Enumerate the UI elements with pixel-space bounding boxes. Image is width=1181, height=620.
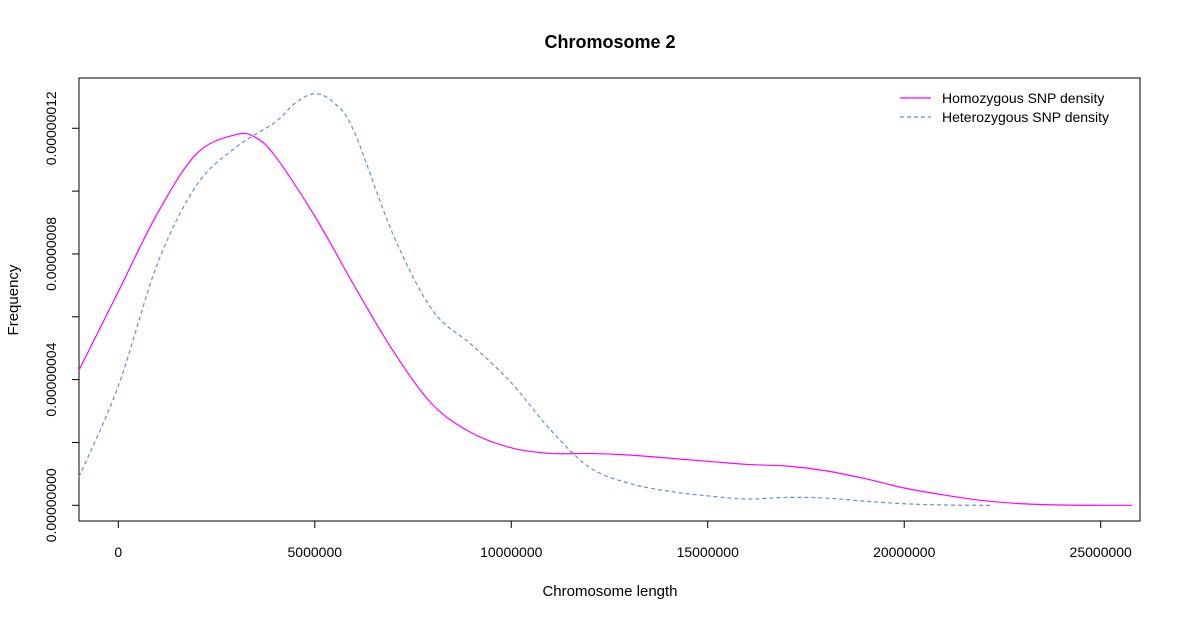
x-tick-label: 20000000	[873, 544, 936, 560]
legend: Homozygous SNP density Heterozygous SNP d…	[900, 90, 1109, 125]
series-layer	[78, 93, 1133, 506]
series-line-homozygous	[78, 132, 1133, 506]
series-line-heterozygous	[78, 93, 991, 506]
legend-label: Homozygous SNP density	[942, 90, 1104, 106]
y-tick-label: 0.00000008	[43, 217, 59, 291]
y-tick-label: 0.00000000	[43, 468, 59, 542]
x-tick-label: 0	[114, 544, 122, 560]
y-tick-label: 0.00000004	[43, 342, 59, 416]
y-tick-label: 0.00000012	[43, 91, 59, 165]
y-axis-label: Frequency	[5, 264, 22, 335]
x-tick-label: 5000000	[288, 544, 343, 560]
y-axis: 0.00000000 0.00000004 0.00000008 0.00000012	[43, 91, 80, 542]
x-tick-label: 25000000	[1070, 544, 1133, 560]
x-axis: 0 5000000 10000000 15000000 20000000 25000000	[114, 520, 1133, 560]
legend-label: Heterozygous SNP density	[942, 109, 1109, 125]
chart-title: Chromosome 2	[544, 32, 675, 52]
x-tick-label: 15000000	[677, 544, 740, 560]
x-tick-label: 10000000	[480, 544, 543, 560]
x-axis-label: Chromosome length	[542, 583, 677, 600]
